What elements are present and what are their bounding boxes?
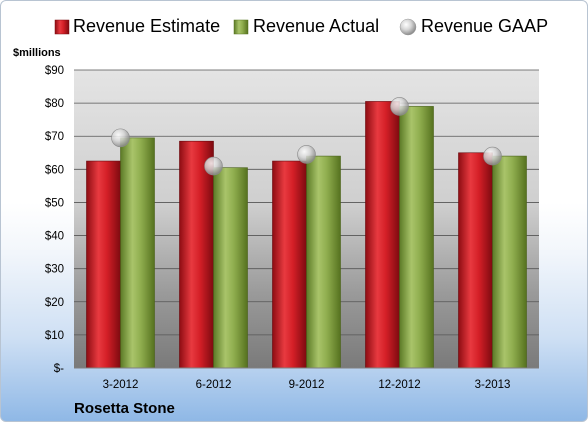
legend-label-revenue-actual: Revenue Actual <box>253 16 379 36</box>
bar-revenue-estimate <box>86 160 121 369</box>
bar-revenue-actual <box>213 167 248 369</box>
marker-revenue-gaap <box>297 145 316 164</box>
marker-revenue-gaap <box>390 97 409 116</box>
y-tick-label: $80 <box>45 98 64 110</box>
x-tick-label: 6-2012 <box>196 379 232 391</box>
company-name: Rosetta Stone <box>74 400 175 417</box>
legend-swatch-revenue-gaap <box>399 18 417 36</box>
marker-revenue-gaap <box>483 146 502 166</box>
marker-revenue-gaap <box>204 156 223 176</box>
x-tick-label: 3-2013 <box>475 379 511 391</box>
bar-revenue-estimate <box>458 152 493 369</box>
y-tick-label: $- <box>54 363 64 375</box>
y-tick-label: $10 <box>45 330 64 342</box>
legend-swatch-revenue-actual <box>233 19 249 35</box>
bar-revenue-actual <box>492 155 527 369</box>
x-tick-label: 9-2012 <box>289 379 325 391</box>
legend-item-revenue-gaap: Revenue GAAP <box>399 16 548 36</box>
legend-label-revenue-gaap: Revenue GAAP <box>421 16 548 36</box>
bar-revenue-actual <box>399 106 434 369</box>
bar-revenue-estimate <box>179 140 214 369</box>
y-tick-label: $20 <box>45 297 64 309</box>
legend-label-revenue-estimate: Revenue Estimate <box>73 16 220 36</box>
marker-revenue-gaap <box>111 128 130 148</box>
y-tick-label: $90 <box>45 65 64 77</box>
bar-revenue-estimate <box>365 101 400 369</box>
bar-revenue-actual <box>120 137 155 369</box>
x-axis-ticks: 3-2012 6-2012 9-2012 12-2012 3-2013 <box>103 379 511 391</box>
bar-revenue-actual <box>306 155 341 369</box>
legend-item-revenue-estimate: Revenue Estimate <box>54 16 220 36</box>
gaap-markers <box>111 97 502 176</box>
legend: Revenue Estimate Revenue Actual Revenue … <box>54 16 548 36</box>
bar-revenue-estimate <box>272 160 307 369</box>
bars <box>86 101 527 369</box>
y-tick-label: $40 <box>45 231 64 243</box>
x-tick-label: 12-2012 <box>378 379 420 391</box>
y-tick-label: $30 <box>45 264 64 276</box>
y-tick-label: $50 <box>45 197 64 209</box>
y-tick-label: $70 <box>45 131 64 143</box>
y-axis-ticks: $- $10 $20 $30 $40 $50 $60 $70 $80 $90 <box>45 65 64 375</box>
legend-item-revenue-actual: Revenue Actual <box>233 16 379 36</box>
legend-swatch-revenue-estimate <box>54 19 70 35</box>
x-tick-label: 3-2012 <box>103 379 139 391</box>
y-axis-unit-label: $millions <box>13 47 61 59</box>
y-tick-label: $60 <box>45 164 64 176</box>
